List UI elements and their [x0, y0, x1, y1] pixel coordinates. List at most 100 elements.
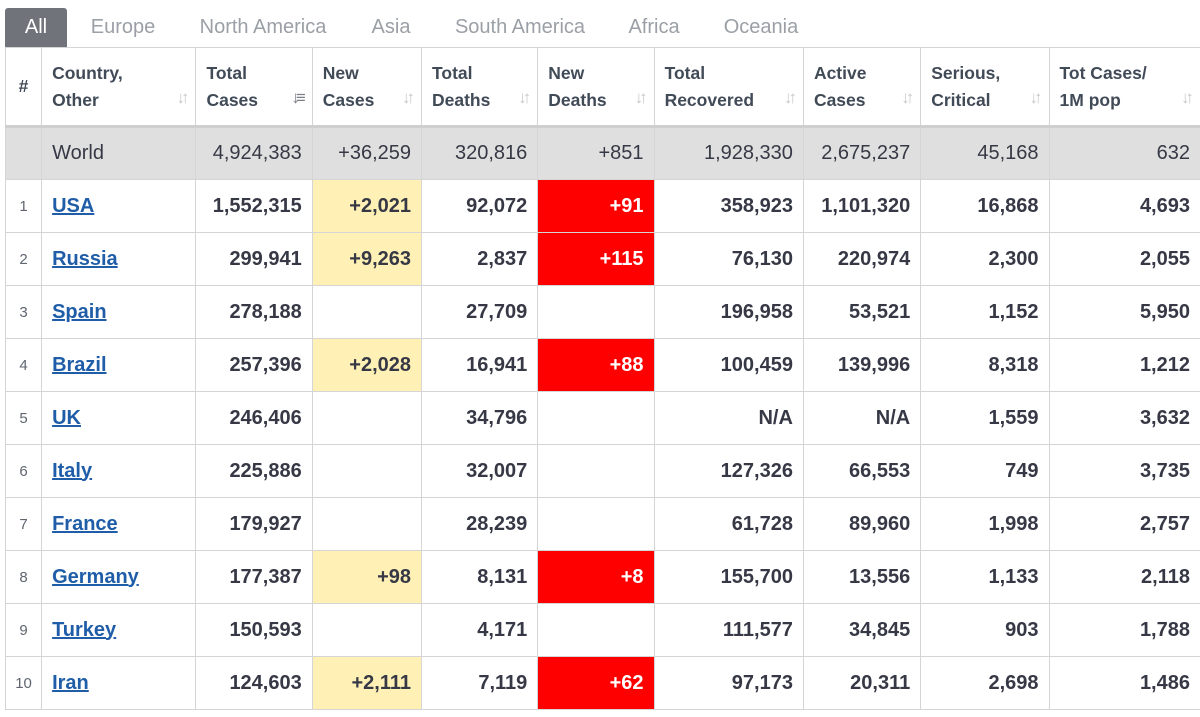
world-serious-critical: 45,168: [920, 126, 1050, 180]
row-total-cases: 177,387: [195, 550, 313, 604]
row-tot-cases-1m: 1,212: [1048, 338, 1200, 392]
row-total-recovered: 76,130: [653, 232, 804, 286]
table-row: 1 USA 1,552,315 +2,021 92,072 +91 358,923 1,101…: [4, 179, 1200, 233]
row-active-cases: 1,101,320: [802, 179, 922, 233]
header-new-deaths[interactable]: New Deaths ↓↑: [537, 47, 655, 128]
row-rank: 2: [4, 232, 43, 286]
row-tot-cases-1m: 2,118: [1048, 550, 1200, 604]
sort-arrows-icon: ↓↑: [402, 88, 415, 107]
row-total-cases: 299,941: [195, 232, 313, 286]
row-total-recovered: 61,728: [653, 497, 804, 551]
row-total-recovered: N/A: [653, 391, 804, 445]
row-country-cell: Germany: [41, 550, 197, 604]
row-rank: 4: [4, 338, 43, 392]
row-total-cases: 246,406: [195, 391, 313, 445]
row-total-deaths: 28,239: [420, 497, 539, 551]
header-total-cases[interactable]: Total Cases ↓≡: [195, 47, 313, 128]
country-link[interactable]: Germany: [52, 565, 139, 588]
row-country-cell: Brazil: [41, 338, 197, 392]
row-tot-cases-1m: 2,757: [1048, 497, 1200, 551]
tab-asia[interactable]: Asia: [371, 16, 411, 38]
country-link[interactable]: Iran: [52, 671, 89, 694]
row-new-deaths: [537, 497, 655, 551]
row-rank: 10: [4, 656, 43, 710]
country-link[interactable]: USA: [52, 194, 95, 217]
row-active-cases: N/A: [802, 391, 922, 445]
row-tot-cases-1m: 5,950: [1048, 285, 1200, 339]
header-total-deaths[interactable]: Total Deaths ↓↑: [420, 47, 539, 128]
row-serious-critical: 1,559: [920, 391, 1050, 445]
world-total-cases: 4,924,383: [195, 126, 313, 180]
country-link[interactable]: France: [52, 512, 118, 535]
row-total-deaths: 27,709: [420, 285, 539, 339]
world-rank: [4, 126, 43, 180]
row-serious-critical: 749: [920, 444, 1050, 498]
row-rank: 1: [4, 179, 43, 233]
row-serious-critical: 8,318: [920, 338, 1050, 392]
row-serious-critical: 16,868: [920, 179, 1050, 233]
header-rank[interactable]: #: [4, 47, 43, 128]
header-tot-cases-1m[interactable]: Tot Cases/ 1M pop ↓↑: [1048, 47, 1200, 128]
country-link[interactable]: Italy: [52, 459, 93, 482]
row-country-cell: France: [41, 497, 197, 551]
row-total-deaths: 32,007: [420, 444, 539, 498]
row-new-deaths: +115: [537, 232, 655, 286]
table-row: 7 France 179,927 28,239 61,728 89,960 1,998 2,7…: [4, 497, 1200, 551]
world-new-cases: +36,259: [311, 126, 423, 180]
tab-all[interactable]: All: [5, 8, 67, 47]
table-header: # Country, Other ↓↑ Total Cases ↓≡ New Cas…: [4, 47, 1200, 128]
tab-south-america[interactable]: South America: [454, 16, 586, 38]
row-new-cases: [311, 497, 423, 551]
country-link[interactable]: UK: [52, 406, 81, 429]
header-tot-cases-1m-label: Tot Cases/ 1M pop: [1059, 62, 1147, 110]
tab-europe[interactable]: Europe: [90, 16, 156, 38]
row-total-recovered: 111,577: [653, 603, 804, 657]
header-active-cases-label: Active Cases: [813, 62, 867, 110]
covid-stats-table: # Country, Other ↓↑ Total Cases ↓≡ New Cas…: [4, 47, 1200, 710]
row-new-deaths: [537, 444, 655, 498]
row-total-deaths: 16,941: [420, 338, 539, 392]
header-serious-critical[interactable]: Serious, Critical ↓↑: [920, 47, 1050, 128]
header-new-cases-label: New Cases: [322, 62, 375, 110]
row-total-cases: 257,396: [195, 338, 313, 392]
row-new-cases: +98: [311, 550, 423, 604]
row-new-cases: [311, 391, 423, 445]
tab-oceania[interactable]: Oceania: [723, 16, 799, 38]
row-rank: 9: [4, 603, 43, 657]
country-link[interactable]: Russia: [52, 247, 118, 270]
world-active-cases: 2,675,237: [802, 126, 922, 180]
tab-africa[interactable]: Africa: [628, 16, 680, 38]
country-link[interactable]: Brazil: [52, 353, 107, 376]
sort-descending-icon: ↓≡: [291, 88, 306, 107]
row-active-cases: 220,974: [802, 232, 922, 286]
header-total-cases-label: Total Cases: [206, 62, 259, 110]
row-serious-critical: 1,133: [920, 550, 1050, 604]
row-active-cases: 13,556: [802, 550, 922, 604]
row-country-cell: Russia: [41, 232, 197, 286]
tab-north-america[interactable]: North America: [199, 16, 327, 38]
row-total-recovered: 127,326: [653, 444, 804, 498]
header-total-recovered[interactable]: Total Recovered ↓↑: [653, 47, 804, 128]
header-new-cases[interactable]: New Cases ↓↑: [311, 47, 423, 128]
row-new-deaths: [537, 603, 655, 657]
sort-arrows-icon: ↓↑: [634, 88, 648, 107]
header-total-recovered-label: Total Recovered: [664, 62, 755, 110]
row-new-cases: [311, 444, 423, 498]
row-new-deaths: +91: [537, 179, 655, 233]
header-country[interactable]: Country, Other ↓↑: [41, 47, 197, 128]
row-total-cases: 225,886: [195, 444, 313, 498]
row-active-cases: 53,521: [802, 285, 922, 339]
table-row: 2 Russia 299,941 +9,263 2,837 +115 76,130 220,9…: [4, 232, 1200, 286]
row-serious-critical: 1,152: [920, 285, 1050, 339]
row-tot-cases-1m: 4,693: [1048, 179, 1200, 233]
row-total-deaths: 92,072: [420, 179, 539, 233]
header-active-cases[interactable]: Active Cases ↓↑: [802, 47, 922, 128]
country-link[interactable]: Spain: [52, 300, 107, 323]
row-new-cases: [311, 285, 423, 339]
row-total-cases: 278,188: [195, 285, 313, 339]
row-total-recovered: 196,958: [653, 285, 804, 339]
row-serious-critical: 2,300: [920, 232, 1050, 286]
country-link[interactable]: Turkey: [52, 618, 117, 641]
row-country-cell: Turkey: [41, 603, 197, 657]
table-row: 4 Brazil 257,396 +2,028 16,941 +88 100,459 139,…: [4, 338, 1200, 392]
